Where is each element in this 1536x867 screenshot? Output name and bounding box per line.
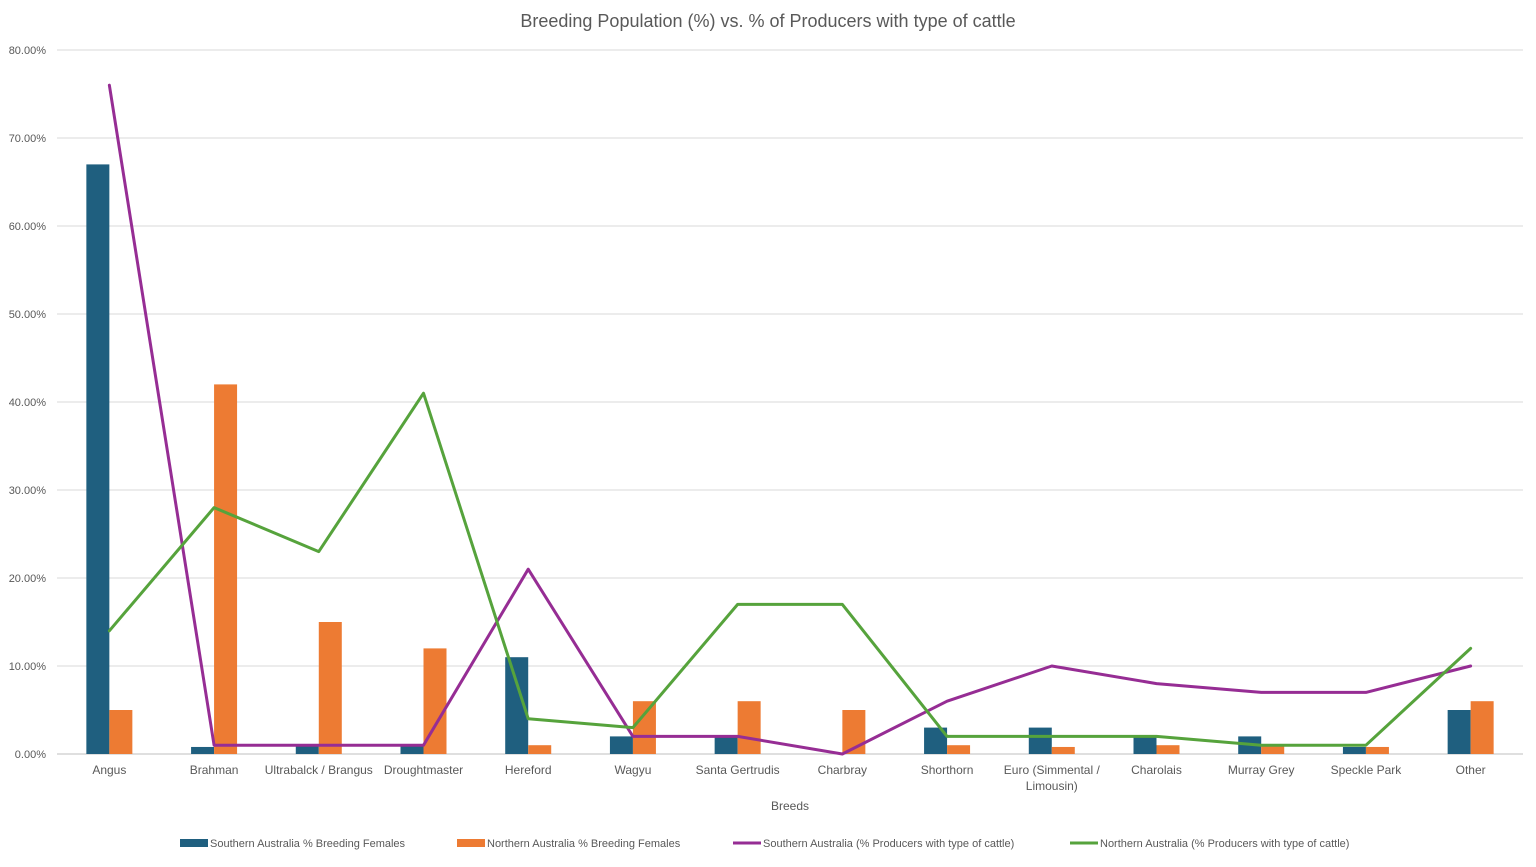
line-northern-producers: [107, 391, 1473, 747]
x-tick-label: Angus: [92, 763, 126, 777]
bar-southern-breeding-females: [191, 746, 215, 754]
x-tick-label: Charolais: [1131, 763, 1182, 777]
bar-southern-breeding-females: [609, 736, 633, 754]
bar-northern-breeding-females: [318, 622, 342, 754]
bar-southern-breeding-females: [924, 727, 948, 754]
bar-northern-breeding-females: [947, 745, 971, 754]
bar-northern-breeding-females: [1365, 746, 1389, 754]
bar-southern-breeding-females: [1342, 746, 1366, 754]
gridlines: [57, 49, 1523, 755]
chart-title: Breeding Population (%) vs. % of Produce…: [520, 11, 1015, 31]
y-tick-label: 70.00%: [9, 133, 47, 145]
bar-northern-breeding-females: [737, 701, 761, 754]
bar-southern-breeding-females: [400, 745, 424, 754]
bar-marks: [86, 164, 1494, 754]
bar-northern-breeding-females: [109, 710, 133, 754]
bar-northern-breeding-females: [528, 745, 552, 754]
y-tick-label: 0.00%: [15, 749, 46, 761]
legend-label: Northern Australia (% Producers with typ…: [1100, 838, 1349, 850]
legend-label: Southern Australia % Breeding Females: [210, 838, 406, 850]
x-tick-label: Limousin): [1026, 779, 1078, 793]
y-tick-label: 40.00%: [9, 397, 47, 409]
bar-southern-breeding-females: [1133, 736, 1157, 754]
x-tick-label: Santa Gertrudis: [696, 763, 780, 777]
x-tick-label: Droughtmaster: [384, 763, 463, 777]
y-tick-label: 10.00%: [9, 661, 47, 673]
y-tick-label: 30.00%: [9, 485, 47, 497]
bar-northern-breeding-females: [423, 648, 447, 754]
x-tick-label: Euro (Simmental /: [1004, 763, 1101, 777]
x-tick-label: Shorthorn: [921, 763, 974, 777]
bar-northern-breeding-females: [214, 384, 238, 754]
line-marks: [107, 83, 1473, 756]
y-tick-label: 80.00%: [9, 45, 47, 57]
bar-southern-breeding-females: [86, 164, 110, 754]
legend: Southern Australia % Breeding Females Nor…: [180, 838, 1349, 850]
x-tick-label: Murray Grey: [1228, 763, 1295, 777]
bar-northern-breeding-females: [842, 710, 866, 754]
x-tick-label: Wagyu: [614, 763, 651, 777]
bar-northern-breeding-females: [1156, 745, 1180, 754]
bar-northern-breeding-females: [1470, 701, 1494, 754]
bar-northern-breeding-females: [632, 701, 656, 754]
legend-label: Southern Australia (% Producers with typ…: [763, 838, 1014, 850]
bar-southern-breeding-females: [1028, 727, 1052, 754]
y-tick-label: 20.00%: [9, 573, 47, 585]
bar-southern-breeding-females: [505, 657, 529, 754]
legend-swatch: [457, 839, 485, 847]
bar-southern-breeding-females: [295, 745, 319, 754]
line-southern-producers: [107, 83, 1473, 756]
bar-northern-breeding-females: [1051, 746, 1075, 754]
x-axis-title: Breeds: [771, 799, 809, 813]
bar-northern-breeding-females: [1261, 745, 1285, 754]
x-tick-label: Hereford: [505, 763, 552, 777]
x-tick-label: Other: [1456, 763, 1486, 777]
x-tick-label: Speckle Park: [1331, 763, 1403, 777]
x-tick-label: Charbray: [818, 763, 867, 777]
axes: 0.00% 10.00% 20.00% 30.00% 40.00% 50.00% 60.00…: [9, 45, 1486, 793]
legend-label: Northern Australia % Breeding Females: [487, 838, 681, 850]
y-tick-label: 60.00%: [9, 221, 47, 233]
legend-swatch: [180, 839, 208, 847]
x-tick-label: Brahman: [190, 763, 239, 777]
y-tick-label: 50.00%: [9, 309, 47, 321]
bar-southern-breeding-females: [1447, 710, 1471, 754]
x-tick-label: Ultrabalck / Brangus: [265, 763, 373, 777]
bar-southern-breeding-females: [714, 736, 738, 754]
